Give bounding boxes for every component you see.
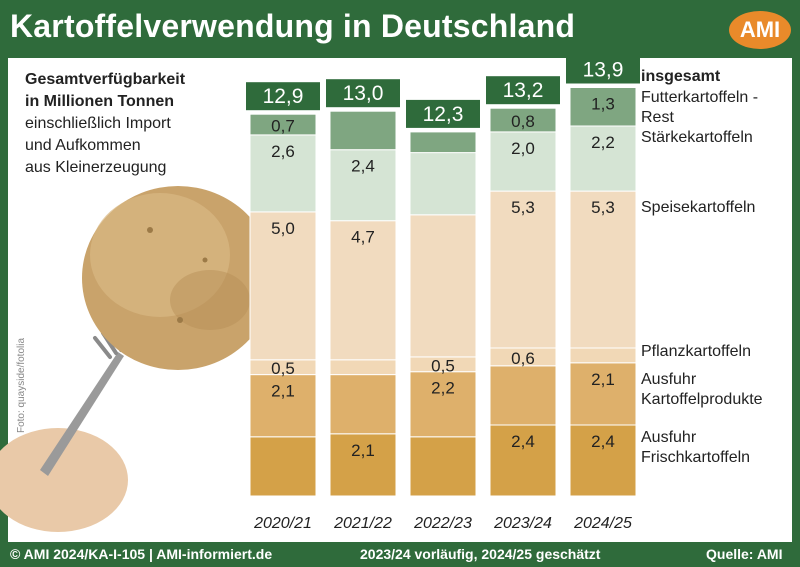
data-label: 4,7 — [351, 228, 375, 247]
series-label: Kartoffelprodukte — [641, 391, 763, 408]
footer-source: Quelle: AMI — [706, 546, 783, 562]
photo-credit: Foto: quayside/fotolia — [16, 337, 28, 434]
series-label: Ausfuhr — [641, 429, 697, 446]
series-label: Futterkartoffeln - — [641, 89, 758, 106]
series-labels: insgesamt Ausfuhr Frischkartoffeln Ausfuhr K… — [641, 68, 763, 466]
total-value: 12,3 — [423, 103, 464, 126]
bar-2020-21: 2,1 0,5 5,0 2,6 0,7 12,9 2020/21 — [246, 82, 320, 532]
bars-group: 2,10,55,02,60,712,92020/212,14,72,413,02… — [246, 55, 640, 532]
data-label: 0,5 — [271, 359, 295, 378]
data-label: 2,2 — [591, 133, 615, 152]
bar-segment — [409, 371, 477, 438]
series-header-label: insgesamt — [641, 68, 721, 85]
bar-segment — [489, 365, 557, 426]
series-label: Ausfuhr — [641, 371, 697, 388]
data-label: 0,7 — [271, 117, 295, 136]
bar-segment — [329, 359, 397, 376]
bar-2022-23: 2,2 0,5 12,3 2022/23 — [406, 99, 480, 532]
bar-segment — [489, 107, 557, 133]
bar-segment — [489, 424, 557, 497]
page-title: Kartoffelverwendung in Deutschland — [10, 8, 576, 44]
category-label: 2021/22 — [333, 515, 392, 532]
data-label: 2,4 — [591, 432, 615, 451]
total-box — [326, 79, 400, 108]
bar-segment — [569, 190, 637, 349]
data-label: 0,6 — [511, 349, 535, 368]
data-label: 0,8 — [511, 112, 535, 131]
data-label: 5,3 — [591, 198, 615, 217]
bar-segment — [249, 436, 317, 497]
series-label: Stärkekartoffeln — [641, 129, 753, 146]
series-label: Rest — [641, 109, 674, 126]
bar-segment — [329, 110, 397, 151]
total-value: 13,2 — [503, 79, 544, 102]
bar-2024-25: 2,4 2,1 5,3 2,2 1,3 13,9 2024/25 — [566, 55, 640, 532]
bar-segment — [409, 152, 477, 216]
footer-copyright: © AMI 2024/KA-I-105 | AMI-informiert.de — [10, 546, 273, 562]
series-label: Speisekartoffeln — [641, 199, 755, 216]
total-value: 13,0 — [343, 82, 384, 105]
bar-segment — [569, 347, 637, 364]
data-label: 2,1 — [591, 370, 615, 389]
bar-2023-24: 2,4 0,6 5,3 2,0 0,8 13,2 2023/24 — [486, 76, 560, 532]
data-label: 5,3 — [511, 198, 535, 217]
bar-segment — [249, 134, 317, 213]
bar-segment — [569, 87, 637, 127]
total-value: 13,9 — [583, 59, 624, 82]
total-value: 12,9 — [263, 85, 304, 108]
data-label: 2,4 — [511, 432, 535, 451]
total-box — [246, 82, 320, 111]
bar-segment — [409, 214, 477, 358]
category-label: 2023/24 — [493, 515, 552, 532]
total-box — [406, 99, 480, 128]
total-box — [566, 55, 640, 84]
bar-segment — [329, 149, 397, 222]
data-label: 5,0 — [271, 219, 295, 238]
data-label: 0,5 — [431, 356, 455, 375]
bar-segment — [569, 424, 637, 497]
subtitle-line-2: in Millionen Tonnen — [25, 93, 175, 110]
bar-segment — [409, 131, 477, 154]
subtitle-line-4: und Aufkommen — [25, 137, 141, 154]
chart-subtitle: Gesamtverfügbarkeit in Millionen Tonnen … — [25, 69, 185, 179]
data-label: 2,1 — [351, 441, 375, 460]
bar-segment — [249, 211, 317, 361]
data-label: 2,2 — [431, 379, 455, 398]
bar-segment — [489, 131, 557, 192]
bar-segment — [329, 374, 397, 435]
bar-segment — [489, 190, 557, 349]
data-label: 1,3 — [591, 95, 615, 114]
category-label: 2024/25 — [573, 515, 632, 532]
category-label: 2022/23 — [413, 515, 472, 532]
bar-segment — [569, 125, 637, 192]
category-label: 2020/21 — [253, 515, 312, 532]
data-label: 2,4 — [351, 157, 375, 176]
data-label: 2,6 — [271, 142, 295, 161]
ami-logo: AMI — [729, 11, 791, 49]
bar-segment — [569, 362, 637, 426]
series-label: Frischkartoffeln — [641, 449, 750, 466]
bar-segment — [409, 436, 477, 497]
bar-segment — [249, 374, 317, 438]
potato-fork-illustration — [0, 186, 274, 532]
subtitle-line-1: Gesamtverfügbarkeit — [25, 71, 186, 88]
data-label: 2,1 — [271, 382, 295, 401]
bar-segment — [329, 433, 397, 497]
bar-segment — [249, 113, 317, 136]
subtitle-line-5: aus Kleinerzeugung — [25, 159, 167, 176]
bar-2021-22: 2,1 4,7 2,4 13,0 2021/22 — [326, 79, 400, 532]
bar-segment — [329, 220, 397, 361]
series-label: Pflanzkartoffeln — [641, 343, 751, 360]
total-box — [486, 76, 560, 105]
data-label: 2,0 — [511, 139, 535, 158]
subtitle-line-3: einschließlich Import — [25, 115, 171, 132]
footer-note: 2023/24 vorläufig, 2024/25 geschätzt — [360, 546, 601, 562]
